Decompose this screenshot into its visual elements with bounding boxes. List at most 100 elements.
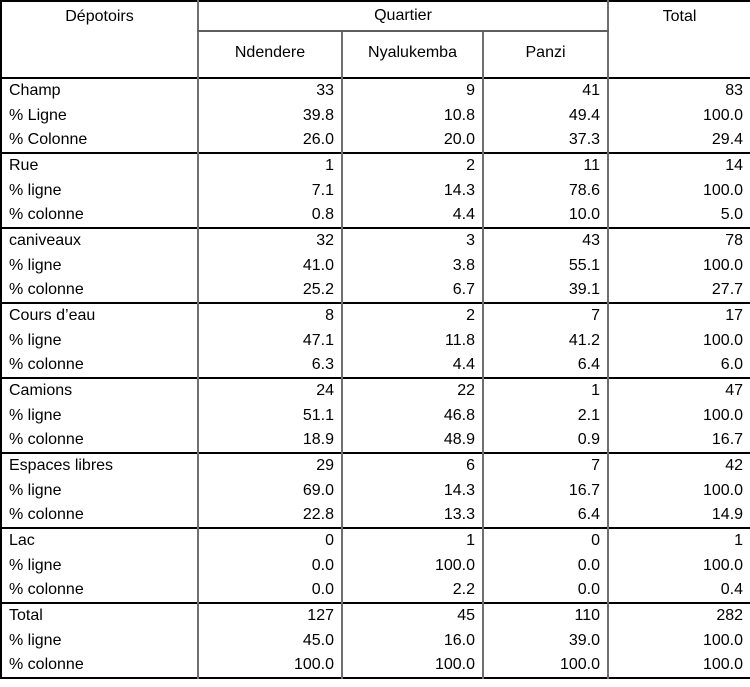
cell-value: 0	[481, 528, 609, 553]
cell-value: 7	[481, 453, 609, 478]
cell-value: 4.4	[341, 203, 483, 228]
cell-value: 0.8	[197, 203, 342, 228]
row-label: % colonne	[9, 581, 84, 598]
cell-value: 14.3	[341, 178, 483, 203]
cell-value: 20.0	[341, 128, 483, 153]
cell-value: 41.2	[481, 328, 609, 353]
row-label: % ligne	[9, 556, 62, 574]
cell-value: 1	[341, 528, 483, 553]
cell-value: 7.1	[197, 178, 342, 203]
cell-value: 14.9	[607, 503, 750, 528]
cell-value: 43	[481, 228, 609, 253]
cell-value: 7	[481, 303, 609, 328]
cell-value: 100.0	[481, 653, 609, 678]
table-row: Rue 1 2 11 14	[1, 153, 750, 178]
cell-value: 25.2	[197, 278, 342, 303]
row-label: % ligne	[9, 181, 62, 199]
header-panzi: Panzi	[481, 31, 609, 78]
cell-value: 17	[607, 303, 750, 328]
table-row: % ligne 45.0 16.0 39.0 100.0	[1, 628, 750, 653]
table-row: % colonne 100.0 100.0 100.0 100.0	[1, 653, 750, 678]
row-label: Champ	[9, 82, 61, 99]
table-row: % Colonne 26.0 20.0 37.3 29.4	[1, 128, 750, 153]
table-row: % colonne 6.3 4.4 6.4 6.0	[1, 353, 750, 378]
cell-value: 1	[607, 528, 750, 553]
table-row: % Ligne 39.8 10.8 49.4 100.0	[1, 103, 750, 128]
cell-value: 46.8	[341, 403, 483, 428]
table-row: % colonne 25.2 6.7 39.1 27.7	[1, 278, 750, 303]
cell-value: 32	[197, 228, 342, 253]
section-caniveaux: caniveaux 32 3 43 78 % ligne 41.0 3.8 55…	[1, 228, 750, 303]
cell-value: 11	[481, 153, 609, 178]
table-row: % ligne 51.1 46.8 2.1 100.0	[1, 403, 750, 428]
table-row: % colonne 18.9 48.9 0.9 16.7	[1, 428, 750, 453]
cell-value: 100.0	[607, 653, 750, 678]
cell-value: 5.0	[607, 203, 750, 228]
cell-value: 22	[341, 378, 483, 403]
cell-value: 24	[197, 378, 342, 403]
cell-value: 2.1	[481, 403, 609, 428]
section-lac: Lac 0 1 0 1 % ligne 0.0 100.0 0.0 100.0 …	[1, 528, 750, 603]
table-row: Cours d’eau 8 2 7 17	[1, 303, 750, 328]
cell-value: 16.7	[481, 478, 609, 503]
row-label: caniveaux	[9, 232, 82, 249]
cell-value: 8	[197, 303, 342, 328]
row-label: % ligne	[9, 481, 62, 499]
cell-value: 100.0	[341, 553, 483, 578]
header-nyalukemba: Nyalukemba	[341, 31, 483, 78]
cell-value: 0.9	[481, 428, 609, 453]
cell-value: 83	[607, 78, 750, 103]
cell-value: 0.4	[607, 578, 750, 603]
section-champ: Champ 33 9 41 83 % Ligne 39.8 10.8 49.4 …	[1, 78, 750, 153]
cell-value: 47	[607, 378, 750, 403]
table-row: % colonne 22.8 13.3 6.4 14.9	[1, 503, 750, 528]
table-row: % colonne 0.8 4.4 10.0 5.0	[1, 203, 750, 228]
row-label: % colonne	[9, 656, 84, 673]
cell-value: 41.0	[197, 253, 342, 278]
row-label: % Colonne	[9, 131, 88, 148]
cell-value: 49.4	[481, 103, 609, 128]
cell-value: 100.0	[607, 478, 750, 503]
cell-value: 47.1	[197, 328, 342, 353]
cell-value: 16.7	[607, 428, 750, 453]
cell-value: 100.0	[607, 328, 750, 353]
row-label: Espaces libres	[9, 457, 114, 474]
cell-value: 22.8	[197, 503, 342, 528]
table-row: % colonne 0.0 2.2 0.0 0.4	[1, 578, 750, 603]
header-ndendere: Ndendere	[197, 31, 342, 78]
cell-value: 37.3	[481, 128, 609, 153]
cell-value: 0.0	[481, 578, 609, 603]
section-camions: Camions 24 22 1 47 % ligne 51.1 46.8 2.1…	[1, 378, 750, 453]
row-label: % Ligne	[9, 106, 67, 124]
cell-value: 6.3	[197, 353, 342, 378]
cell-value: 1	[481, 378, 609, 403]
cell-value: 9	[341, 78, 483, 103]
table-row: % ligne 7.1 14.3 78.6 100.0	[1, 178, 750, 203]
cell-value: 100.0	[607, 253, 750, 278]
row-label: Cours d’eau	[9, 307, 96, 324]
cell-value: 282	[607, 603, 750, 628]
cell-value: 100.0	[607, 178, 750, 203]
header-row-group: Dépotoirs Quartier Total	[1, 1, 750, 78]
cell-value: 100.0	[607, 628, 750, 653]
cell-value: 2	[341, 303, 483, 328]
row-label: % colonne	[9, 281, 84, 298]
cell-value: 0	[197, 528, 342, 553]
cell-value: 0.0	[481, 553, 609, 578]
cell-value: 69.0	[197, 478, 342, 503]
cell-value: 13.3	[341, 503, 483, 528]
table-row: % ligne 41.0 3.8 55.1 100.0	[1, 253, 750, 278]
cell-value: 6.4	[481, 503, 609, 528]
cell-value: 3	[341, 228, 483, 253]
row-label: % ligne	[9, 631, 62, 649]
cell-value: 29	[197, 453, 342, 478]
cell-value: 110	[481, 603, 609, 628]
cell-value: 78.6	[481, 178, 609, 203]
cell-value: 1	[197, 153, 342, 178]
cell-value: 0.0	[197, 553, 342, 578]
table-row: % ligne 47.1 11.8 41.2 100.0	[1, 328, 750, 353]
cell-value: 2.2	[341, 578, 483, 603]
cell-value: 100.0	[607, 553, 750, 578]
cell-value: 14	[607, 153, 750, 178]
